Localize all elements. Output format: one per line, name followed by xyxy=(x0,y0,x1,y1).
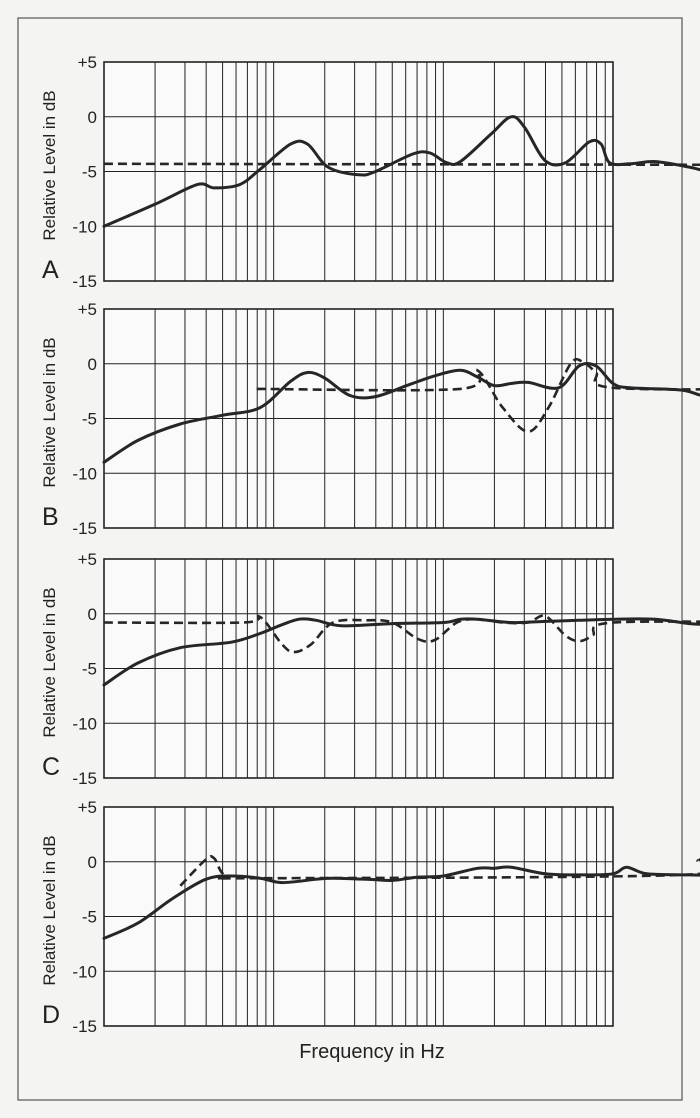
y-tick-label: -15 xyxy=(72,519,97,538)
response-curve-solid xyxy=(102,115,700,228)
y-tick-label: -5 xyxy=(82,908,97,927)
y-tick-label: -10 xyxy=(72,464,97,483)
y-tick-label: -5 xyxy=(82,163,97,182)
y-tick-label: -15 xyxy=(72,1017,97,1036)
response-curve-dashed xyxy=(103,162,700,167)
chart-panels: +5 0 -5 -10 -15 Relative Level in dB A +5 0 -5 -10… xyxy=(40,53,700,1036)
panel-letter: C xyxy=(42,753,60,781)
panel-letter: B xyxy=(42,503,59,531)
panel-d: +5 0 -5 -10 -15 Relative Level in dB D xyxy=(40,798,700,1036)
y-tick-label: +5 xyxy=(78,300,97,319)
x-axis-label: Frequency in Hz xyxy=(299,1041,445,1063)
y-tick-label: -5 xyxy=(82,410,97,429)
y-tick-label: 0 xyxy=(88,355,97,374)
y-tick-label: -15 xyxy=(72,272,97,291)
panel-a: +5 0 -5 -10 -15 Relative Level in dB A xyxy=(40,53,700,291)
y-tick-label: -15 xyxy=(72,769,97,788)
y-axis-label: Relative Level in dB xyxy=(40,587,59,737)
y-axis-label: Relative Level in dB xyxy=(40,90,59,240)
panel-b: +5 0 -5 -10 -15 Relative Level in dB B xyxy=(40,300,700,538)
y-axis-label: Relative Level in dB xyxy=(40,835,59,985)
y-tick-label: 0 xyxy=(88,108,97,127)
y-tick-label: -10 xyxy=(72,217,97,236)
y-tick-label: +5 xyxy=(78,53,97,72)
panel-letter: A xyxy=(42,256,59,284)
y-axis-label: Relative Level in dB xyxy=(40,337,59,487)
response-curve-dashed xyxy=(256,357,700,433)
response-curve-dashed xyxy=(179,854,700,887)
y-tick-label: +5 xyxy=(78,550,97,569)
panel-c: +5 0 -5 -10 -15 Relative Level in dB C xyxy=(40,550,700,788)
y-tick-label: -5 xyxy=(82,660,97,679)
y-tick-label: 0 xyxy=(88,605,97,624)
y-tick-label: -10 xyxy=(72,714,97,733)
panel-letter: D xyxy=(42,1001,60,1029)
response-curve-dashed xyxy=(103,614,700,654)
y-tick-label: -10 xyxy=(72,962,97,981)
y-tick-label: +5 xyxy=(78,798,97,817)
y-tick-label: 0 xyxy=(88,853,97,872)
figure-frame xyxy=(17,17,683,1101)
